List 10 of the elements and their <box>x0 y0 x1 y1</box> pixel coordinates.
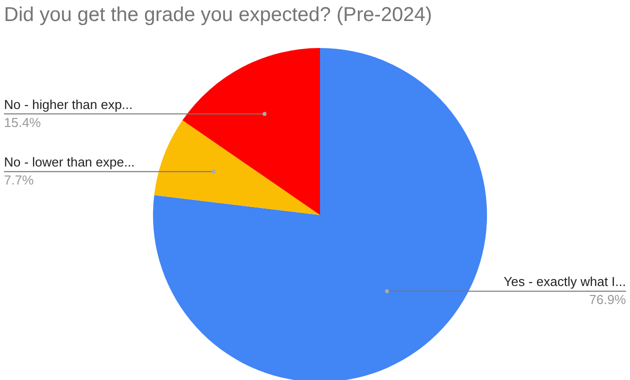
data-label: 15.4% <box>4 114 42 130</box>
pie-slice <box>153 48 487 380</box>
slice-label: No - lower than expe... <box>4 154 135 170</box>
pie-slice <box>182 48 320 215</box>
data-label: 7.7% <box>4 172 34 188</box>
data-label: 76.9% <box>589 292 626 308</box>
slice-label: No - higher than exp... <box>4 96 133 112</box>
pie-slice <box>154 120 320 215</box>
chart-title: Did you get the grade you expected? (Pre-2024) <box>4 4 432 27</box>
slice-label: Yes - exactly what I... <box>504 274 626 290</box>
